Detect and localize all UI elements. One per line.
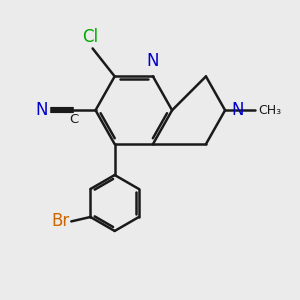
Text: Cl: Cl: [82, 28, 98, 46]
Text: N: N: [35, 101, 48, 119]
Text: CH₃: CH₃: [258, 104, 281, 117]
Text: N: N: [232, 101, 244, 119]
Text: N: N: [147, 52, 159, 70]
Text: C: C: [69, 112, 78, 126]
Text: Br: Br: [52, 212, 70, 230]
